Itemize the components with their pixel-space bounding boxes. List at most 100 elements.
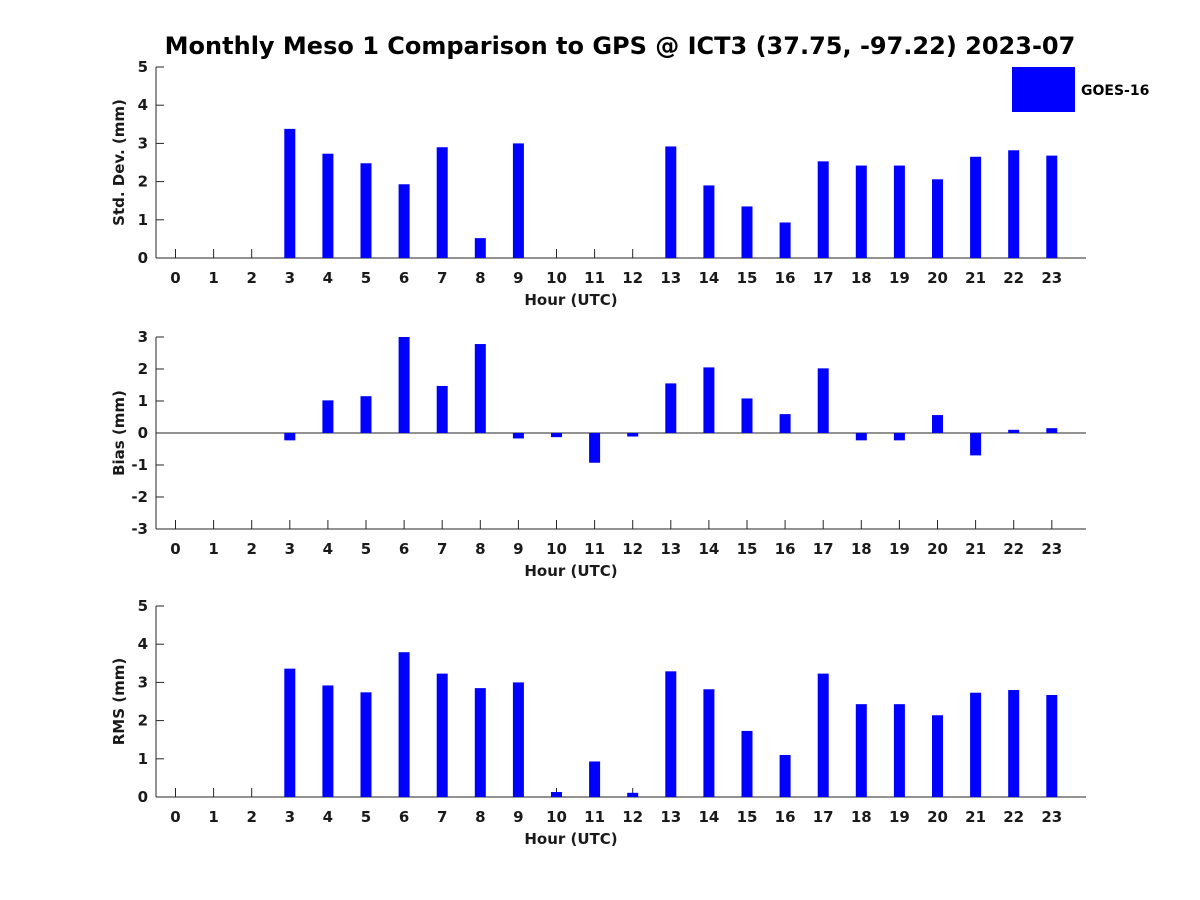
- y-tick-label: 3: [138, 134, 148, 152]
- bar-hour-15: [741, 206, 753, 258]
- x-tick-label: 7: [437, 808, 447, 826]
- x-tick-label: 10: [546, 540, 567, 558]
- x-tick-label: 15: [737, 808, 758, 826]
- x-tick-label: 22: [1003, 540, 1024, 558]
- x-tick-label: 19: [889, 540, 910, 558]
- bar-hour-20: [932, 179, 943, 258]
- bar-hour-11: [589, 761, 601, 797]
- x-tick-label: 7: [437, 269, 447, 287]
- x-tick-label: 19: [889, 269, 910, 287]
- x-tick-label: 16: [775, 540, 796, 558]
- bar-hour-17: [817, 368, 829, 433]
- bar-hour-3: [284, 128, 296, 258]
- x-tick-label: 18: [851, 540, 872, 558]
- x-axis-label: Hour (UTC): [524, 562, 617, 580]
- bar-hour-14: [703, 185, 715, 258]
- y-tick-label: 5: [138, 58, 148, 76]
- bar-hour-18: [855, 165, 867, 258]
- bar-hour-9: [512, 682, 524, 797]
- bar-hour-15: [741, 730, 753, 797]
- x-tick-label: 5: [361, 540, 371, 558]
- bar-hour-4: [322, 685, 334, 797]
- x-tick-label: 13: [660, 269, 681, 287]
- x-tick-label: 17: [813, 808, 834, 826]
- bar-hour-19: [893, 433, 905, 441]
- bar-hour-20: [932, 415, 943, 433]
- x-tick-label: 7: [437, 540, 447, 558]
- x-tick-label: 0: [170, 540, 180, 558]
- bar-hour-21: [970, 433, 982, 456]
- bar-hour-13: [665, 146, 677, 258]
- bar-hour-21: [970, 692, 982, 797]
- x-tick-label: 6: [399, 269, 409, 287]
- x-tick-label: 4: [323, 269, 333, 287]
- bar-hour-22: [1008, 150, 1020, 258]
- x-tick-label: 4: [323, 808, 333, 826]
- bar-hour-6: [398, 184, 410, 258]
- y-tick-label: 1: [138, 392, 148, 410]
- x-axis-label: Hour (UTC): [524, 291, 617, 309]
- x-tick-label: 21: [965, 269, 986, 287]
- bar-hour-10: [551, 792, 562, 797]
- legend-swatch-goes-16: [1012, 67, 1075, 112]
- x-tick-label: 6: [399, 540, 409, 558]
- x-tick-label: 23: [1041, 808, 1062, 826]
- x-tick-label: 8: [475, 269, 485, 287]
- x-tick-label: 11: [584, 269, 605, 287]
- bar-hour-4: [322, 153, 334, 258]
- x-tick-label: 15: [737, 540, 758, 558]
- x-tick-label: 5: [361, 269, 371, 287]
- x-tick-label: 9: [513, 269, 523, 287]
- bar-hour-18: [855, 704, 867, 797]
- x-tick-label: 20: [927, 540, 948, 558]
- x-tick-label: 5: [361, 808, 371, 826]
- bar-hour-5: [360, 692, 372, 797]
- bar-hour-20: [932, 715, 943, 797]
- bar-hour-14: [703, 689, 715, 797]
- x-tick-label: 3: [285, 269, 295, 287]
- bar-hour-5: [360, 396, 372, 433]
- x-tick-label: 21: [965, 540, 986, 558]
- y-tick-label: 2: [138, 712, 148, 730]
- y-tick-label: -2: [131, 488, 148, 506]
- x-tick-label: 17: [813, 269, 834, 287]
- bar-hour-11: [589, 433, 601, 463]
- x-axis-label: Hour (UTC): [524, 830, 617, 848]
- y-tick-label: 1: [138, 211, 148, 229]
- x-tick-label: 1: [208, 808, 218, 826]
- y-axis-label: RMS (mm): [110, 658, 128, 745]
- x-tick-label: 4: [323, 540, 333, 558]
- x-tick-label: 21: [965, 808, 986, 826]
- x-tick-label: 13: [660, 808, 681, 826]
- x-tick-label: 16: [775, 808, 796, 826]
- x-tick-label: 10: [546, 269, 567, 287]
- x-tick-label: 1: [208, 540, 218, 558]
- bar-hour-16: [779, 754, 791, 797]
- x-tick-label: 23: [1041, 540, 1062, 558]
- x-tick-label: 2: [246, 808, 256, 826]
- x-tick-label: 22: [1003, 808, 1024, 826]
- chart-title: Monthly Meso 1 Comparison to GPS @ ICT3 …: [165, 32, 1076, 60]
- x-tick-label: 8: [475, 540, 485, 558]
- bar-hour-7: [436, 673, 448, 797]
- x-tick-label: 23: [1041, 269, 1062, 287]
- bar-hour-16: [779, 222, 791, 258]
- bar-hour-8: [474, 344, 486, 433]
- x-tick-label: 1: [208, 269, 218, 287]
- bar-hour-13: [665, 671, 677, 797]
- x-tick-label: 2: [246, 269, 256, 287]
- bar-hour-15: [741, 398, 753, 433]
- bar-hour-14: [703, 367, 715, 433]
- x-tick-label: 14: [698, 808, 719, 826]
- y-tick-label: 3: [138, 328, 148, 346]
- x-tick-label: 2: [246, 540, 256, 558]
- x-tick-label: 11: [584, 540, 605, 558]
- bar-hour-10: [551, 433, 562, 438]
- bar-hour-3: [284, 668, 296, 797]
- bar-hour-19: [893, 704, 905, 797]
- x-tick-label: 0: [170, 269, 180, 287]
- bar-hour-6: [398, 652, 410, 797]
